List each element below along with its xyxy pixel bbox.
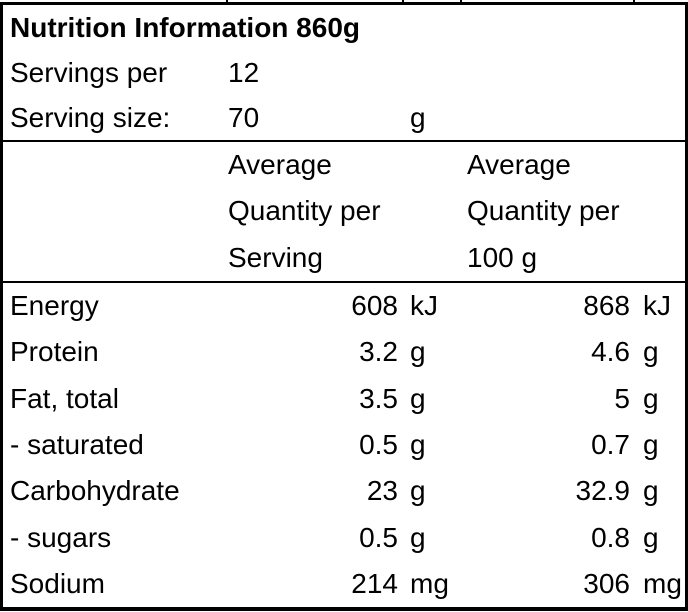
spacer-cell [402,50,460,95]
column-header-per-serving: Average Quantity per Serving [228,149,381,273]
spacer-cell [633,95,685,140]
serving-size-value: 70 [228,101,260,133]
spacer-cell [633,50,685,95]
unit-per-100g: g [643,336,659,368]
value-per-100g: 4.6 [591,336,630,368]
servings-per-label: Servings per [10,56,168,88]
nutrient-label: Protein [10,336,99,368]
unit-per-serving: g [410,475,426,507]
value-per-serving: 0.5 [359,428,398,460]
table-title: Nutrition Information 860g [10,11,360,43]
spacer-cell [3,142,226,281]
value-per-serving: 0.5 [359,521,398,553]
value-per-100g: 32.9 [575,475,631,507]
unit-per-100g: kJ [643,290,671,322]
section-divider [3,281,685,283]
nutrient-label: Sodium [10,567,105,599]
nutrient-label: - saturated [10,428,144,460]
unit-per-serving: kJ [410,290,438,322]
serving-size-unit: g [410,101,426,133]
value-per-serving: 608 [351,290,398,322]
unit-per-100g: g [643,521,659,553]
column-header-section: Average Quantity per Serving Average Qua… [3,142,685,281]
nutrient-label: - sugars [10,521,112,553]
value-per-serving: 23 [366,475,398,507]
value-per-100g: 5 [614,382,630,414]
value-per-100g: 868 [583,290,630,322]
servings-per-value: 12 [228,56,260,88]
section-divider [3,140,685,142]
nutrient-label: Carbohydrate [10,475,180,507]
serving-info-section: Nutrition Information 860g Servings per … [3,5,685,140]
unit-per-serving: g [410,382,426,414]
value-per-100g: 306 [583,567,630,599]
nutrient-label: Energy [10,290,99,322]
spacer-cell [460,95,633,140]
value-per-serving: 3.5 [359,382,398,414]
value-per-serving: 3.2 [359,336,398,368]
unit-per-100g: mg [643,567,682,599]
column-header-per-100g: Average Quantity per 100 g [467,149,620,273]
serving-size-label: Serving size: [10,101,171,133]
unit-per-serving: g [410,521,426,553]
unit-per-serving: mg [410,567,449,599]
unit-per-serving: g [410,428,426,460]
nutrient-label: Fat, total [10,382,119,414]
value-per-100g: 0.7 [591,428,630,460]
unit-per-serving: g [410,336,426,368]
spacer-cell [460,50,633,95]
nutrient-rows-section: Energy 608 kJ 868 kJ Protein 3.2 g 4.6 g… [3,283,685,607]
value-per-100g: 0.8 [591,521,630,553]
unit-per-100g: g [643,475,659,507]
value-per-serving: 214 [351,567,398,599]
unit-per-100g: g [643,382,659,414]
unit-per-100g: g [643,428,659,460]
